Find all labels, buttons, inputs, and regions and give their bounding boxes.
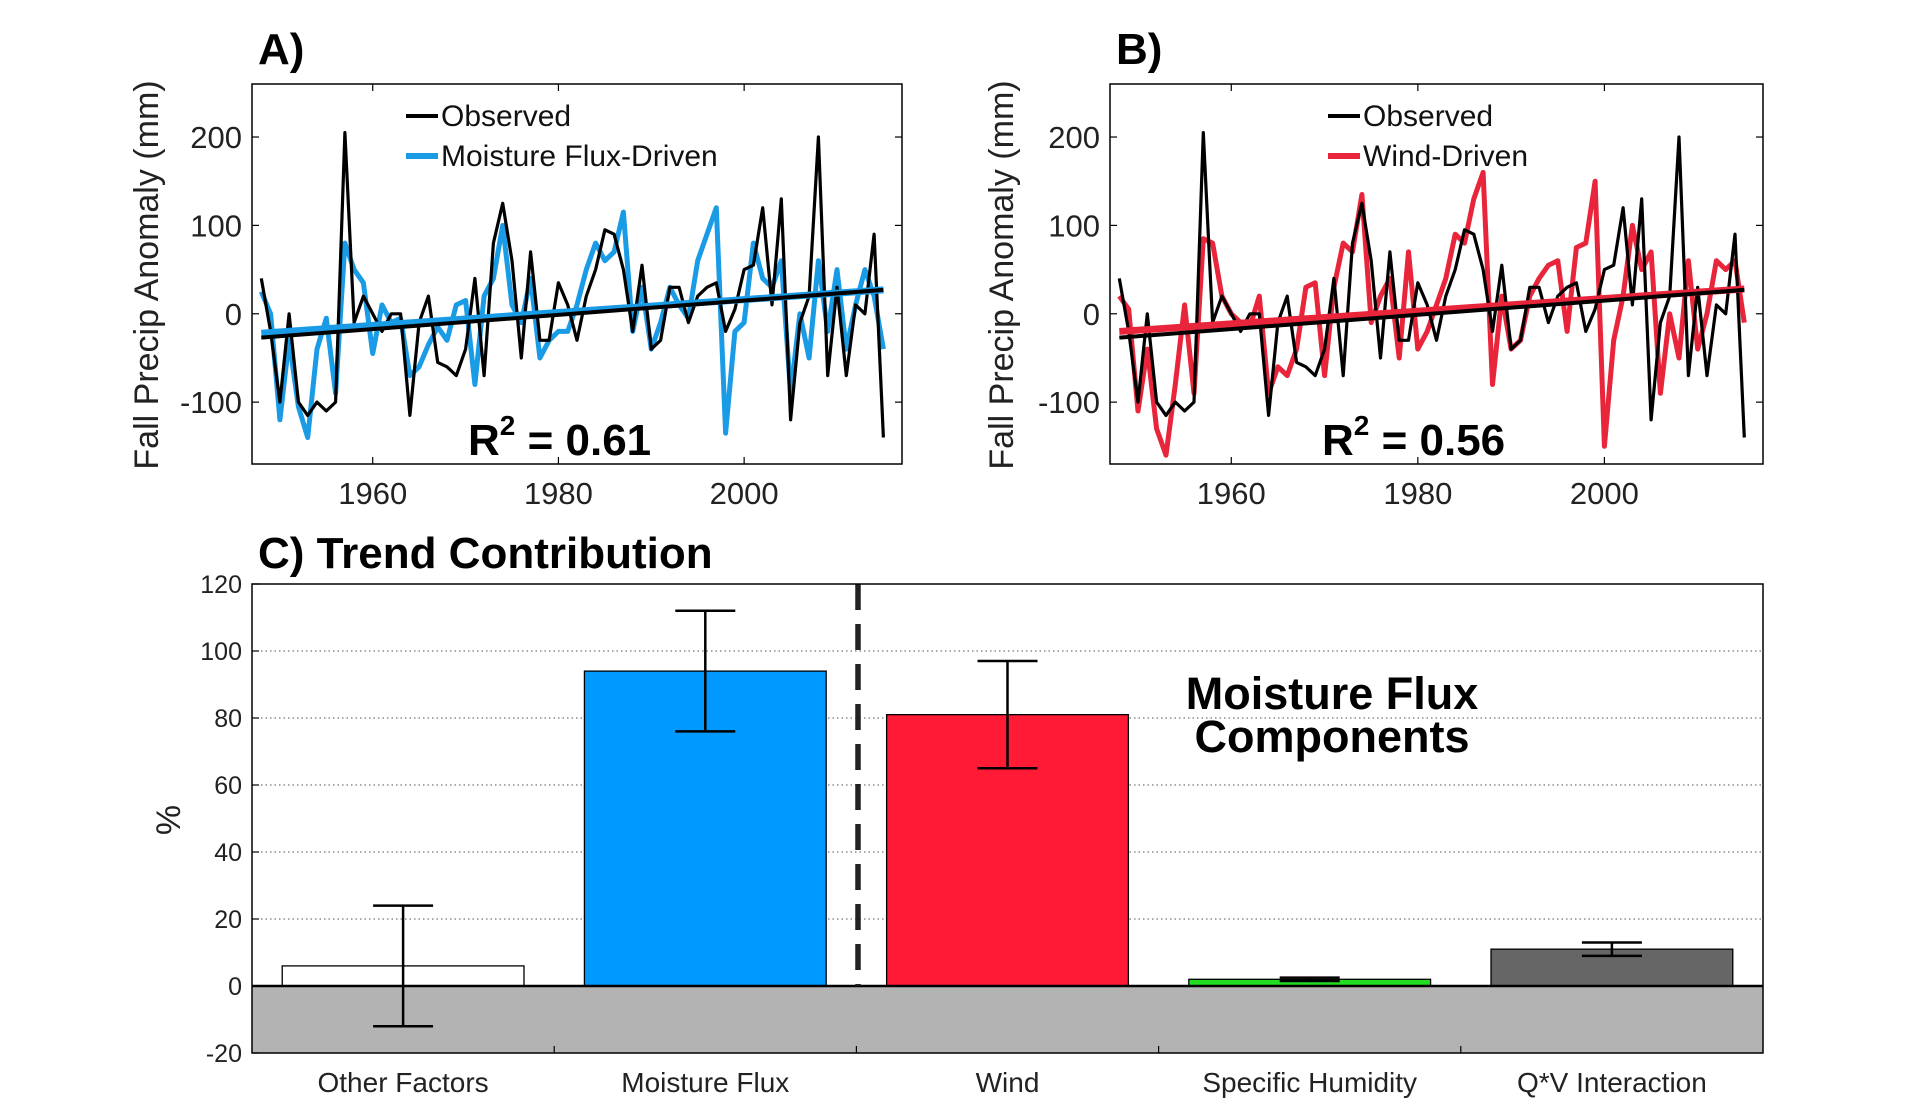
panel-a-yticks: -100 0 100 200 [180,120,902,420]
panel-c-categories: Other Factors Moisture Flux Wind Specific H… [318,1067,1707,1098]
y-tick-label: 100 [190,208,242,243]
x-tick-label: 2000 [1570,476,1639,511]
y-tick-label: 0 [1083,297,1100,332]
panel-b-yticks: -100 0 100 200 [1038,120,1763,420]
panel-b-frame [1109,83,1764,465]
y-tick-label: 200 [1048,120,1100,155]
trend-line-observed [1119,287,1745,340]
panel-c-frame [251,583,1764,1054]
y-tick-label: 120 [200,571,242,599]
panel-c-yticks: -20 0 20 40 60 80 100 120 [200,571,1462,1068]
panel-a-frame [251,83,903,465]
y-tick-label: 60 [214,772,242,800]
panel-a-r2: R2 = 0.61 [468,410,651,465]
y-tick-label: 0 [225,297,242,332]
category-label-specific-humidity: Specific Humidity [1202,1067,1417,1098]
series-line-observed [1117,131,1746,438]
annotation-line-2: Components [1195,711,1470,762]
category-label-moisture-flux: Moisture Flux [621,1067,789,1098]
panel-a-plot [258,131,886,440]
legend-label-wind-driven: Wind-Driven [1363,140,1528,173]
x-tick-label: 1960 [1197,476,1266,511]
x-tick-label: 1980 [1383,476,1452,511]
panel-a: A) Fall Precip Anomaly (mm) -1000100200 … [128,25,903,511]
panel-c-ylabel: % [150,805,188,835]
panel-c-bars [281,609,1734,1028]
series-line-observed [259,131,885,438]
y-tick-label: -20 [206,1040,242,1068]
legend-label-moisture-flux-driven: Moisture Flux-Driven [441,140,718,173]
y-tick-label: 0 [228,973,242,1001]
x-tick-label: 2000 [710,476,779,511]
category-label-wind: Wind [976,1067,1040,1098]
panel-b-legend: Observed Wind-Driven [1328,100,1528,173]
negative-region-shade [252,986,1763,1053]
y-tick-label: 40 [214,839,242,867]
y-tick-label: 100 [200,638,242,666]
category-label-other-factors: Other Factors [318,1067,489,1098]
panel-a-label: A) [258,25,304,74]
y-tick-label: 20 [214,906,242,934]
panel-c: C) Trend Contribution % -20 0 20 40 60 80 100 1… [150,529,1764,1098]
panel-a-xticks: 1960 1980 2000 [338,84,779,511]
category-label-q-v-interaction: Q*V Interaction [1517,1067,1707,1098]
y-tick-label: 200 [190,120,242,155]
y-tick-label: 80 [214,705,242,733]
panel-b-xticks: 1960 1980 2000 [1197,84,1639,511]
annotation-line-1: Moisture Flux [1186,668,1479,719]
panel-b-plot [1117,131,1747,458]
panel-b-r2: R2 = 0.56 [1322,410,1505,465]
y-tick-label: -100 [1038,385,1100,420]
legend-label-observed: Observed [1363,100,1493,133]
x-tick-label: 1980 [524,476,593,511]
y-tick-label: 100 [1048,208,1100,243]
panel-b-ylabel: Fall Precip Anomaly (mm) [983,80,1021,469]
panel-a-legend: Observed Moisture Flux-Driven [406,100,718,173]
panel-a-ylabel: Fall Precip Anomaly (mm) [128,80,166,469]
panel-c-title: C) Trend Contribution [258,529,713,578]
y-tick-label: -100 [180,385,242,420]
panel-b-label: B) [1116,25,1162,74]
x-tick-label: 1960 [338,476,407,511]
trend-line-observed [261,287,884,340]
legend-label-observed: Observed [441,100,571,133]
panel-b: B) Fall Precip Anomaly (mm) -1000100200 … [983,25,1764,511]
